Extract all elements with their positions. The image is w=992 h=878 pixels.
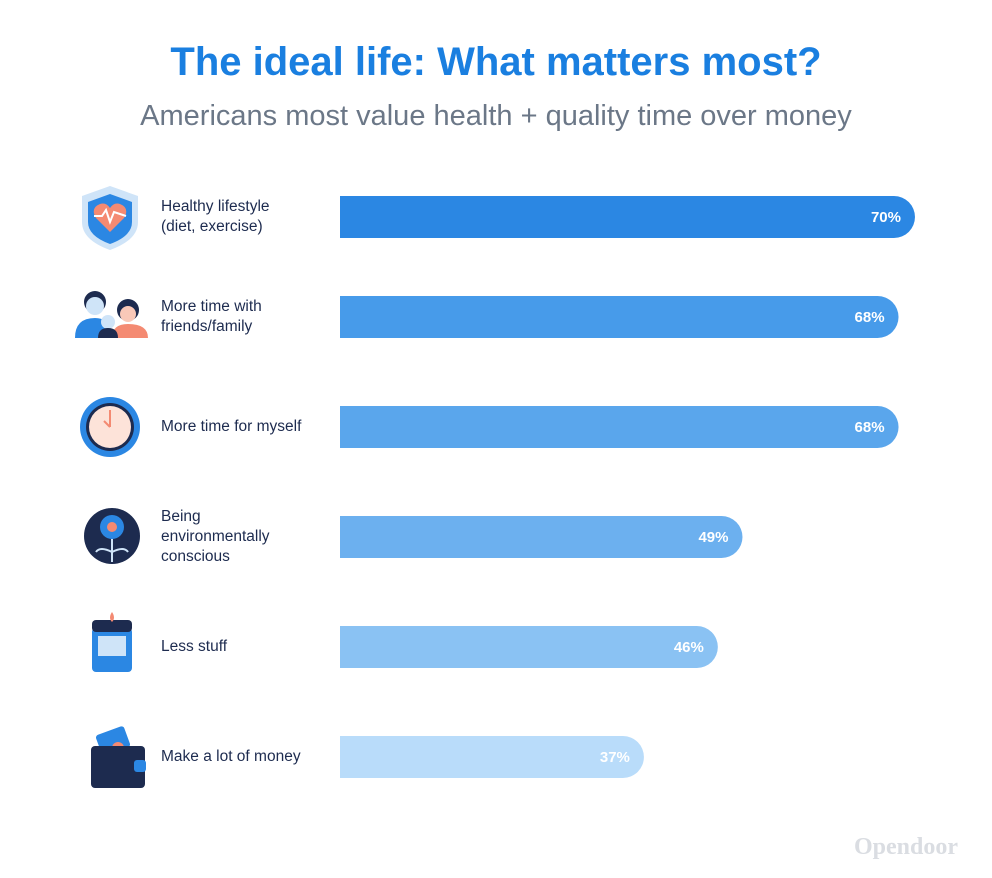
bar <box>340 296 899 338</box>
category-label: More time with friends/family <box>161 298 262 335</box>
bar <box>340 736 644 778</box>
category-label: Make a lot of money <box>161 748 301 765</box>
category-label: Healthy lifestyle (diet, exercise) <box>161 198 270 235</box>
value-label: 46% <box>674 639 704 656</box>
category-label: Less stuff <box>161 638 228 655</box>
icon-clock <box>80 397 140 457</box>
category-label: More time for myself <box>161 418 302 435</box>
chart-subtitle: Americans most value health + quality ti… <box>140 100 852 132</box>
bar <box>340 196 915 238</box>
value-label: 70% <box>871 209 901 226</box>
icon-family <box>75 291 148 338</box>
bar <box>340 516 743 558</box>
icon-health <box>82 186 138 250</box>
value-label: 68% <box>855 419 885 436</box>
chart-title: The ideal life: What matters most? <box>170 40 822 84</box>
icon-wallet <box>91 726 146 788</box>
category-label: Being environmentally conscious <box>161 508 270 565</box>
value-label: 37% <box>600 749 630 766</box>
bar <box>340 626 718 668</box>
icon-candle <box>92 612 132 672</box>
value-label: 49% <box>698 529 728 546</box>
icon-flower <box>84 508 140 564</box>
brand-logo: Opendoor <box>853 834 958 860</box>
bar <box>340 406 899 448</box>
value-label: 68% <box>855 309 885 326</box>
